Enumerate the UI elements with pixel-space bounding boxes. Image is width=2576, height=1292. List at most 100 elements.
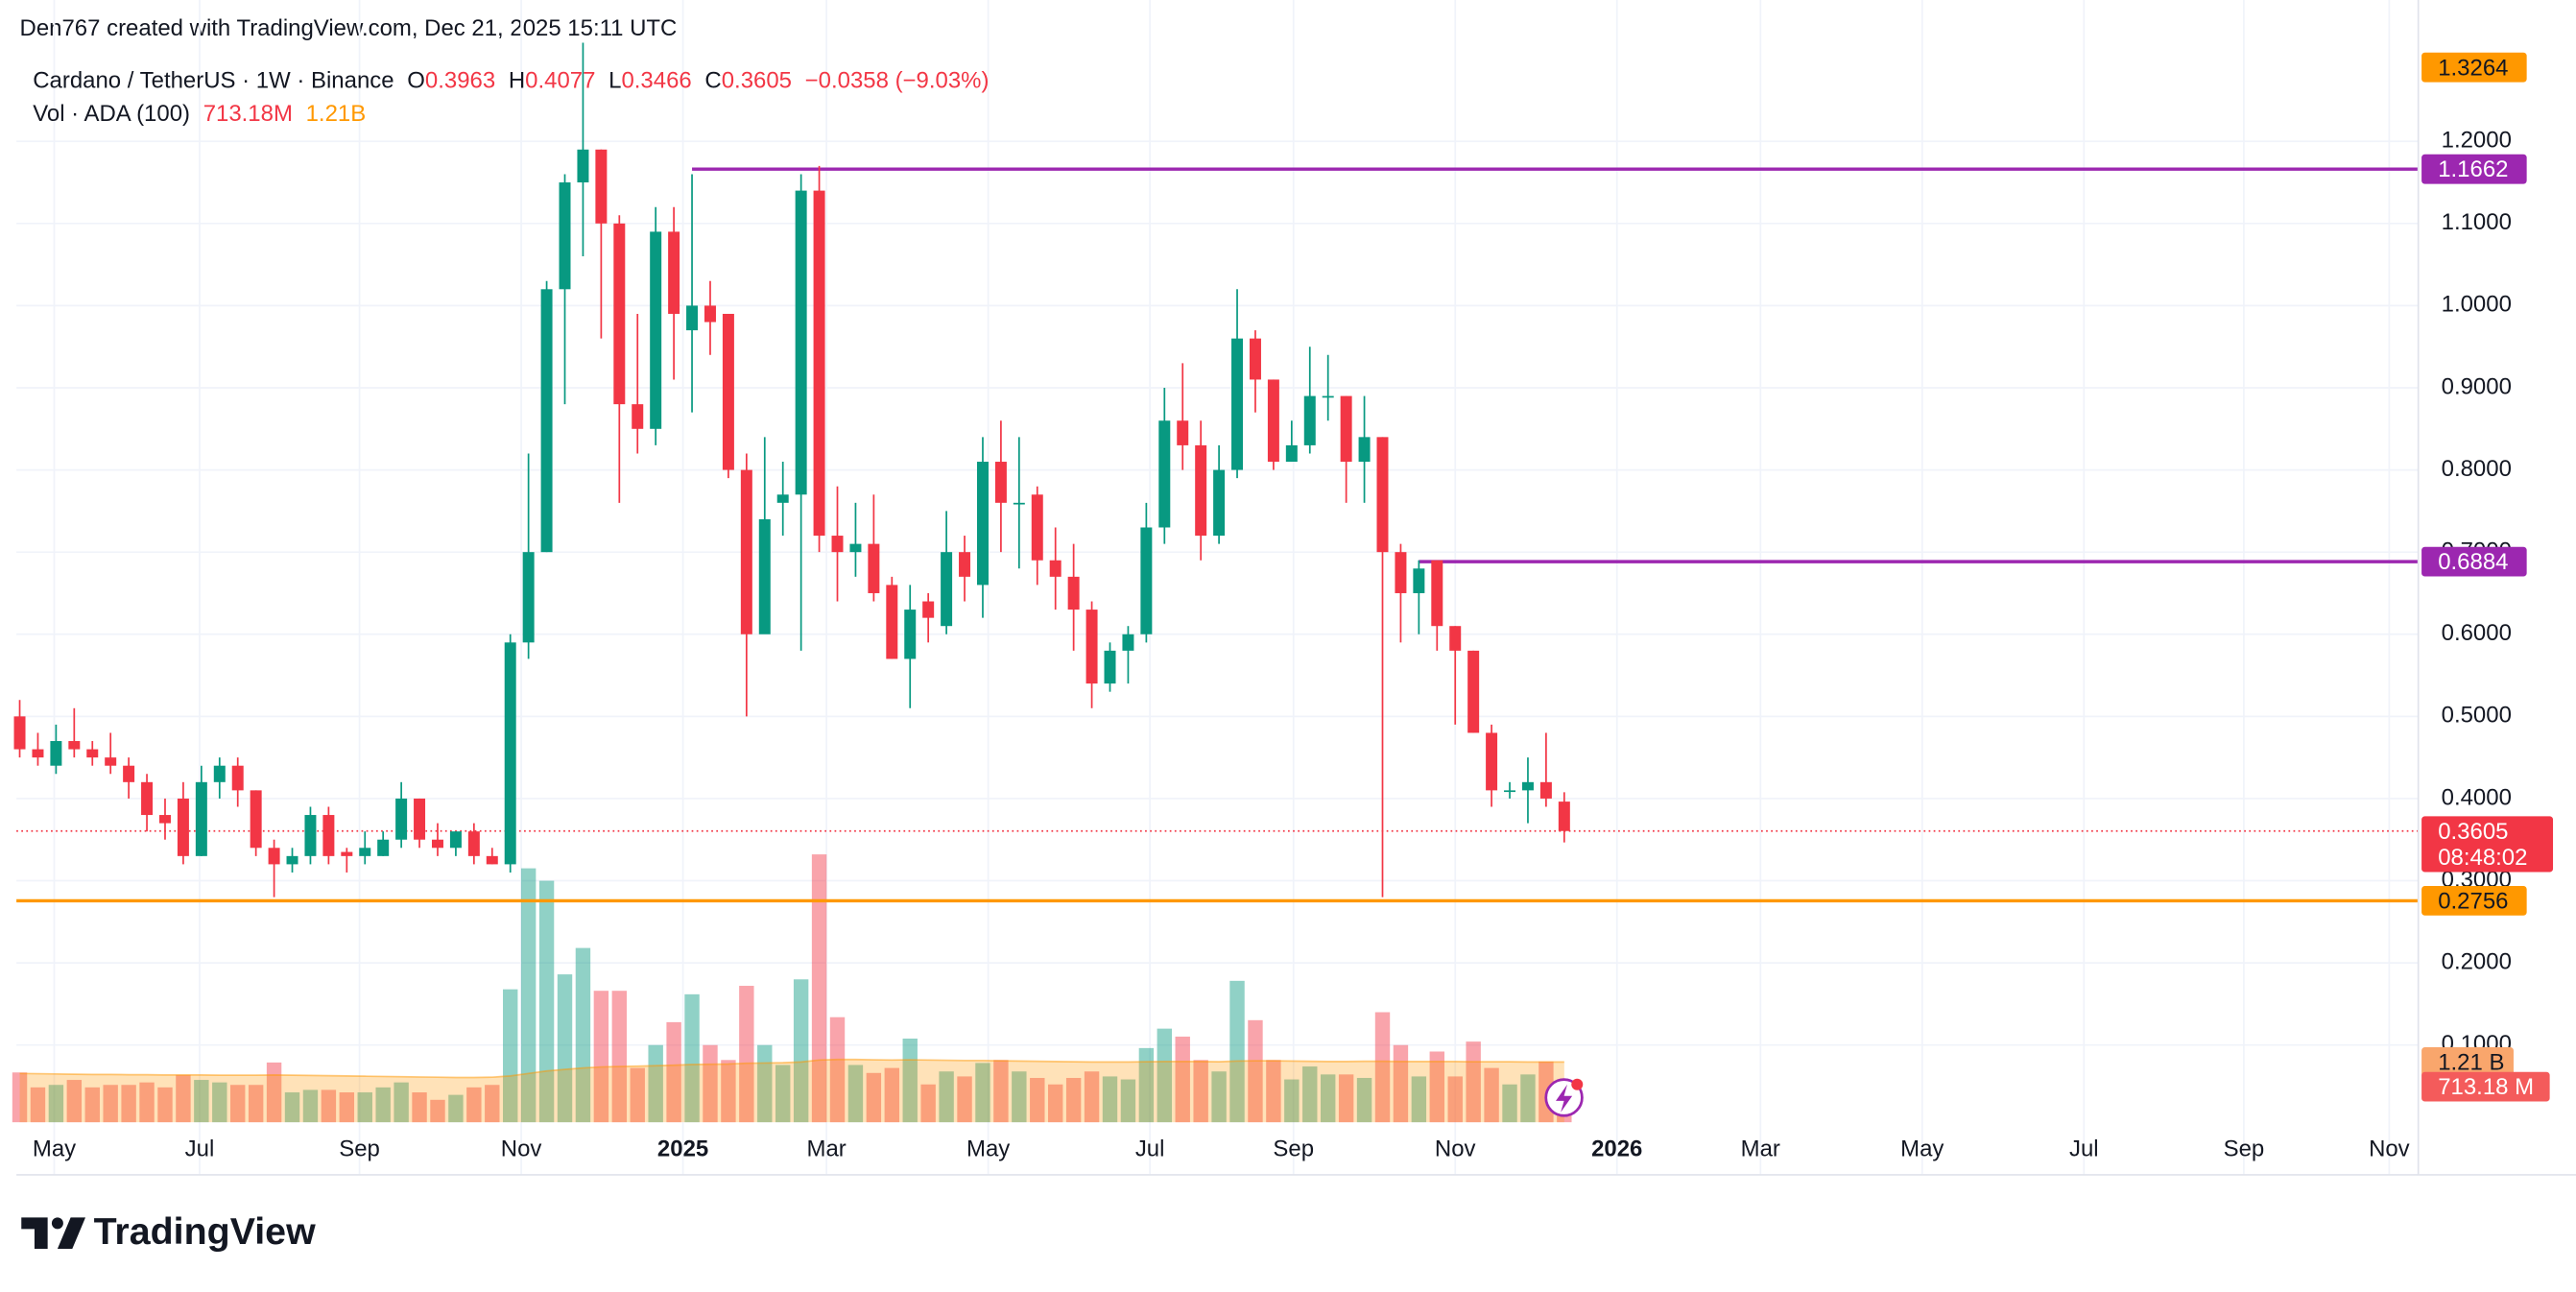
volume-bar	[775, 1065, 791, 1123]
candle-body	[758, 518, 771, 634]
candle-body	[32, 749, 44, 758]
volume-bar	[302, 1089, 319, 1123]
volume-bar	[611, 991, 628, 1123]
legend-change: −0.0358 (−9.03%)	[805, 68, 990, 94]
volume-bar	[538, 880, 555, 1123]
volume-bar	[1157, 1028, 1173, 1123]
candle-body	[922, 601, 935, 618]
volume-bar	[1048, 1084, 1063, 1123]
y-tick-label: 0.9000	[2442, 373, 2512, 399]
volume-bar	[1302, 1066, 1318, 1123]
candle-body	[1067, 576, 1080, 610]
volume-bar	[485, 1085, 500, 1123]
candle-body	[1467, 650, 1480, 733]
legend-row: Cardano / TetherUS · 1W · Binance O0.3963…	[33, 68, 989, 94]
price-label-box	[2421, 154, 2527, 184]
y-tick-label: 1.0000	[2442, 292, 2512, 318]
volume-bar	[339, 1092, 355, 1123]
last-price-box	[2421, 816, 2554, 873]
volume-bar	[412, 1092, 427, 1123]
candle-body	[1539, 781, 1552, 799]
volume-bar	[1374, 1012, 1391, 1123]
volume-bar	[847, 1065, 864, 1123]
candle-body	[1249, 338, 1261, 380]
y-tick-label: 0.2000	[2442, 948, 2512, 974]
x-tick-label: Jul	[185, 1136, 215, 1162]
legend-key: C	[704, 68, 721, 94]
volume-bar	[321, 1089, 337, 1123]
author-line: Den767 created with TradingView.com, Dec…	[20, 15, 678, 41]
candle-body	[213, 765, 226, 782]
candle-body	[704, 305, 716, 323]
volume-ma-line	[19, 1058, 1564, 1079]
candle-body	[1122, 634, 1134, 651]
volume-bar	[103, 1085, 118, 1123]
candle-body	[595, 149, 608, 224]
volume-bar	[448, 1094, 464, 1123]
candle-body	[231, 765, 244, 791]
candle-body	[449, 831, 462, 849]
volume-bar	[1356, 1077, 1372, 1123]
volume-bar	[12, 1072, 28, 1123]
legend-value: 0.4077	[525, 68, 595, 94]
x-tick-label: Sep	[1273, 1136, 1314, 1162]
candle-body	[395, 798, 408, 840]
candle-body	[1413, 568, 1425, 593]
candle-body	[158, 815, 171, 824]
legend-value: 0.3466	[621, 68, 691, 94]
volume-ma: 1.21B	[306, 101, 367, 127]
volume-bar	[884, 1067, 900, 1123]
volume-bar	[1429, 1051, 1444, 1123]
volume-bar	[1484, 1067, 1499, 1123]
candle-body	[522, 552, 535, 643]
candle-body	[959, 552, 971, 577]
x-tick-label: May	[1900, 1136, 1944, 1162]
candle-body	[632, 404, 644, 429]
candle-body	[1085, 610, 1098, 684]
candle-body	[141, 781, 154, 816]
x-tick-label: Jul	[2069, 1136, 2099, 1162]
volume-bar	[212, 1082, 227, 1123]
volume-bar	[357, 1092, 372, 1123]
candle-body	[105, 757, 117, 766]
volume-bar	[520, 868, 537, 1123]
candles	[13, 42, 1570, 897]
candle-body	[341, 851, 353, 856]
legend-row: Vol · ADA (100) 713.18M 1.21B	[33, 101, 366, 127]
candle-body	[486, 855, 498, 865]
candle-body	[1449, 626, 1462, 651]
price-label: 0.2756	[2438, 888, 2508, 914]
candle-body	[86, 749, 99, 758]
candle-body	[740, 469, 752, 634]
candle-body	[776, 494, 789, 503]
y-tick-label: 1.2000	[2442, 128, 2512, 154]
volume-bar	[1030, 1077, 1045, 1123]
x-tick-label: Mar	[1741, 1136, 1780, 1162]
y-tick-label: 0.6000	[2442, 620, 2512, 646]
price-label-box	[2421, 885, 2527, 916]
y-tick-label: 0.4000	[2442, 784, 2512, 810]
candle-body	[668, 231, 680, 314]
candle-body	[577, 149, 589, 183]
candle-body	[1521, 781, 1534, 791]
volume-bar	[30, 1087, 46, 1123]
candle-body	[650, 231, 662, 429]
candle-body	[1177, 420, 1189, 445]
candle-body	[559, 182, 571, 290]
candle-body	[504, 642, 516, 865]
candle-body	[431, 839, 443, 849]
candle-body	[1558, 802, 1570, 831]
candle-body	[540, 289, 553, 553]
candle-body	[1031, 494, 1043, 561]
x-tick-label: 2025	[657, 1136, 708, 1162]
x-tick-label: Nov	[501, 1136, 542, 1162]
candle-body	[1486, 732, 1498, 791]
volume-bar	[1084, 1071, 1100, 1123]
axes: 0.10000.20000.30000.40000.50000.60000.70…	[16, 0, 2576, 1176]
candle-body	[849, 543, 862, 553]
top-price-box	[2421, 52, 2527, 83]
candle-body	[1267, 379, 1279, 463]
volume-bar	[1447, 1076, 1463, 1123]
countdown-label: 08:48:02	[2438, 845, 2527, 871]
candle-body	[268, 848, 280, 865]
